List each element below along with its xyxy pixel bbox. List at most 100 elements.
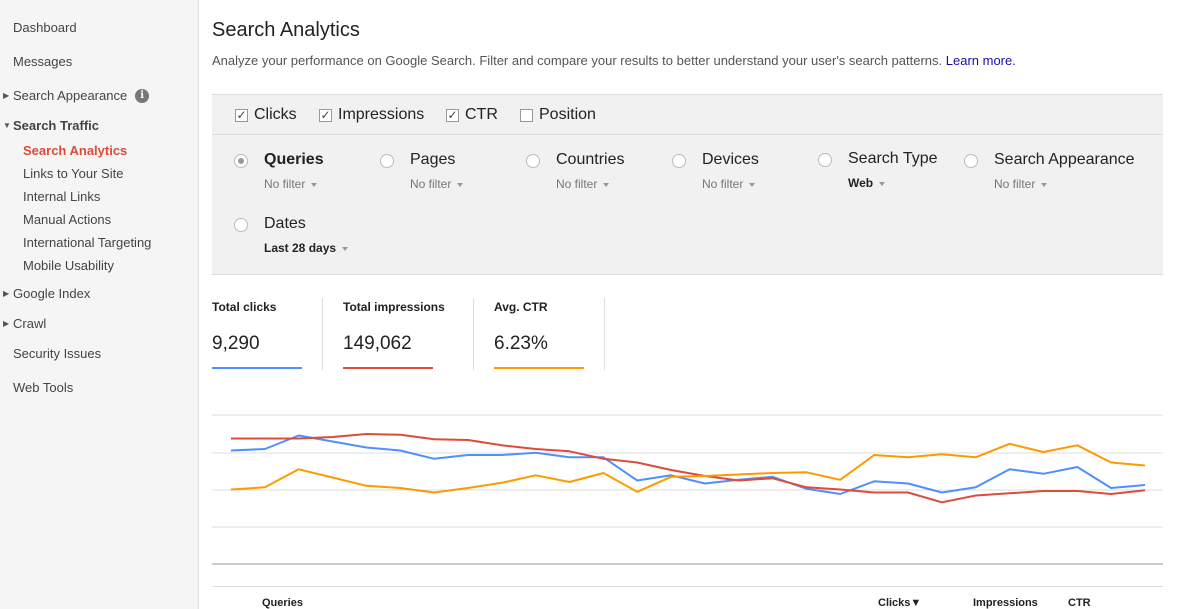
total-clicks-card[interactable]: Total clicks 9,290 — [212, 298, 312, 370]
sidebar-item-international-targeting[interactable]: International Targeting — [23, 235, 152, 250]
radio-icon — [526, 154, 540, 168]
caret-down-icon — [1041, 182, 1048, 187]
group-label: Pages — [410, 151, 456, 168]
sidebar-item-dashboard[interactable]: Dashboard — [13, 20, 77, 35]
chevron-right-icon: ▶ — [3, 319, 10, 328]
sidebar-item-security-issues[interactable]: Security Issues — [13, 346, 102, 361]
column-header-queries[interactable]: Queries — [262, 597, 303, 609]
sidebar-group-label: Crawl — [13, 316, 47, 331]
chevron-down-icon: ▼ — [3, 121, 11, 130]
table-header: Queries Clicks▼ Impressions CTR — [212, 586, 1163, 609]
chevron-right-icon: ▶ — [3, 289, 10, 298]
learn-more-link[interactable]: Learn more. — [945, 53, 1016, 68]
group-label: Search Type — [848, 150, 938, 167]
column-header-impressions[interactable]: Impressions — [973, 597, 1038, 609]
radio-icon — [672, 154, 686, 168]
column-header-ctr[interactable]: CTR — [1068, 597, 1091, 609]
group-by-search-appearance[interactable]: Search Appearance No filter — [964, 151, 1154, 195]
caret-down-icon — [879, 181, 886, 186]
group-by-dates[interactable]: Dates Last 28 days — [234, 215, 384, 259]
sidebar-group-search-appearance[interactable]: ▶ Search Appearance i — [3, 88, 150, 103]
sidebar-item-links-to-your-site[interactable]: Links to Your Site — [23, 166, 124, 181]
checkbox-checked-icon: ✓ — [235, 107, 248, 122]
caret-down-icon — [603, 182, 610, 187]
page-title: Search Analytics — [212, 19, 360, 41]
radio-icon — [380, 154, 394, 168]
filter-value: Last 28 days — [264, 241, 337, 255]
total-value: 6.23% — [494, 333, 548, 354]
filter-dropdown[interactable]: No filter — [410, 177, 464, 191]
group-label: Devices — [702, 151, 759, 168]
impressions-checkbox[interactable]: ✓ Impressions — [319, 106, 424, 124]
sidebar-item-search-analytics[interactable]: Search Analytics — [23, 143, 128, 158]
sidebar-item-messages[interactable]: Messages — [13, 54, 73, 69]
sidebar-item-web-tools[interactable]: Web Tools — [13, 380, 74, 395]
series-color-bar — [212, 367, 302, 369]
filter-dropdown[interactable]: No filter — [994, 177, 1048, 191]
checkbox-checked-icon: ✓ — [319, 107, 332, 122]
sidebar-group-label: Google Index — [13, 286, 91, 301]
chart-series-line-1[interactable] — [231, 433, 1146, 504]
sidebar-group-label: Search Appearance — [13, 88, 128, 103]
radio-icon — [964, 154, 978, 168]
ctr-checkbox[interactable]: ✓ CTR — [446, 106, 498, 124]
divider — [604, 298, 605, 370]
checkbox-label: Position — [539, 106, 596, 123]
filter-value: No filter — [556, 177, 598, 191]
filter-value: No filter — [264, 177, 306, 191]
total-label: Avg. CTR — [494, 300, 548, 314]
sidebar-item-mobile-usability[interactable]: Mobile Usability — [23, 258, 115, 273]
group-label: Queries — [264, 151, 324, 168]
group-label: Search Appearance — [994, 151, 1135, 168]
total-value: 9,290 — [212, 333, 260, 354]
group-by-queries[interactable]: Queries No filter — [234, 151, 364, 195]
divider — [473, 298, 474, 370]
checkbox-label: Impressions — [338, 106, 425, 123]
filter-dropdown[interactable]: No filter — [556, 177, 610, 191]
chart-series-line-2[interactable] — [230, 442, 1146, 494]
checkbox-label: Clicks — [254, 106, 297, 123]
group-by-search-type[interactable]: Search Type Web — [818, 150, 958, 194]
sidebar-group-crawl[interactable]: ▶ Crawl — [3, 316, 46, 331]
group-by-countries[interactable]: Countries No filter — [526, 151, 656, 195]
page-description: Analyze your performance on Google Searc… — [212, 53, 1016, 68]
chart-series-line-0[interactable] — [230, 434, 1146, 495]
filter-dropdown[interactable]: No filter — [264, 177, 318, 191]
sidebar: Dashboard Messages ▶ Search Appearance i… — [0, 0, 199, 609]
group-by-devices[interactable]: Devices No filter — [672, 151, 802, 195]
group-by-pages[interactable]: Pages No filter — [380, 151, 510, 195]
caret-down-icon — [311, 182, 318, 187]
chevron-right-icon: ▶ — [3, 91, 10, 100]
caret-down-icon — [457, 182, 464, 187]
clicks-checkbox[interactable]: ✓ Clicks — [235, 106, 297, 124]
group-label: Dates — [264, 215, 306, 232]
filter-value: No filter — [994, 177, 1036, 191]
divider — [322, 298, 323, 370]
total-label: Total impressions — [343, 300, 445, 314]
filter-panel: ✓ Clicks ✓ Impressions ✓ CTR Position Qu… — [212, 94, 1163, 275]
sidebar-group-label: Search Traffic — [13, 118, 99, 133]
total-impressions-card[interactable]: Total impressions 149,062 — [343, 298, 463, 370]
filter-dropdown[interactable]: Last 28 days — [264, 241, 349, 255]
checkbox-checked-icon: ✓ — [446, 107, 459, 122]
sidebar-group-google-index[interactable]: ▶ Google Index — [3, 286, 90, 301]
filter-value: No filter — [702, 177, 744, 191]
total-label: Total clicks — [212, 300, 277, 314]
total-value: 149,062 — [343, 333, 412, 354]
sidebar-item-manual-actions[interactable]: Manual Actions — [23, 212, 112, 227]
position-checkbox[interactable]: Position — [520, 106, 596, 124]
series-color-bar — [494, 367, 584, 369]
sidebar-item-internal-links[interactable]: Internal Links — [23, 189, 101, 204]
info-icon[interactable]: i — [135, 88, 150, 103]
sidebar-group-search-traffic[interactable]: ▼ Search Traffic — [3, 118, 99, 133]
radio-selected-icon — [234, 154, 248, 168]
filter-dropdown[interactable]: Web — [848, 176, 886, 190]
metric-selector: ✓ Clicks ✓ Impressions ✓ CTR Position — [212, 95, 1163, 135]
column-header-clicks[interactable]: Clicks▼ — [878, 597, 922, 609]
performance-chart[interactable] — [212, 405, 1163, 570]
checkbox-label: CTR — [465, 106, 498, 123]
avg-ctr-card[interactable]: Avg. CTR 6.23% — [494, 298, 594, 370]
series-color-bar — [343, 367, 433, 369]
caret-down-icon — [749, 182, 756, 187]
filter-dropdown[interactable]: No filter — [702, 177, 756, 191]
